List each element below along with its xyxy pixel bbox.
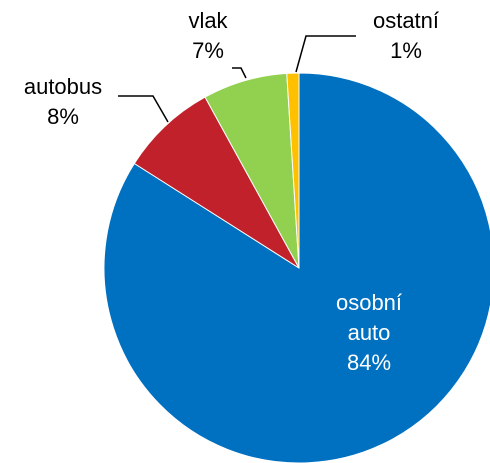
category-label: vlak	[188, 8, 228, 33]
category-label: ostatní	[372, 8, 440, 33]
value-label: 84%	[346, 350, 392, 375]
pie-slice	[286, 72, 300, 269]
category-label: osobní auto	[335, 290, 403, 345]
slice-label: autobus 8%	[8, 72, 118, 132]
category-label: autobus	[23, 74, 103, 99]
leader-line	[232, 67, 247, 79]
value-label: 1%	[390, 38, 422, 63]
leader-line	[295, 35, 356, 73]
value-label: 7%	[192, 38, 224, 63]
value-label: 8%	[47, 104, 79, 129]
slice-label: ostatní 1%	[356, 6, 456, 66]
pie-slice	[103, 72, 490, 463]
pie-slice	[133, 96, 300, 269]
slice-label: osobní auto 84%	[324, 288, 414, 378]
leader-line	[118, 95, 169, 123]
slice-label: vlak 7%	[168, 6, 248, 66]
